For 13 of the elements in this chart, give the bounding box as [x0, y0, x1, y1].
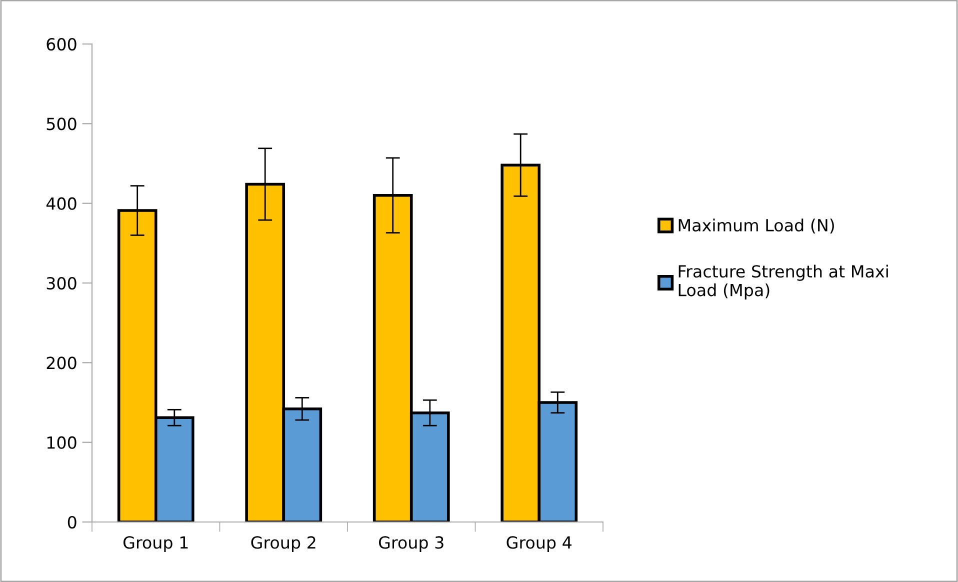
x-tick-label: Group 2	[251, 536, 316, 552]
x-tick-label: Group 1	[123, 536, 188, 552]
x-tick-label: Group 3	[378, 536, 444, 552]
x-tick-label: Group 4	[506, 536, 572, 552]
legend-label: Maximum Load (N)	[678, 218, 834, 234]
y-tick-label: 100	[47, 436, 76, 449]
y-tick-label: 0	[68, 516, 76, 529]
y-tick-label: 500	[46, 118, 76, 130]
legend-label: Fracture Strength at Maxi Load (Mpa)	[678, 264, 888, 300]
y-tick-label: 300	[46, 276, 76, 290]
y-tick-label: 200	[46, 356, 76, 370]
y-tick-label: 400	[46, 197, 76, 210]
y-tick-label: 600	[46, 38, 76, 51]
